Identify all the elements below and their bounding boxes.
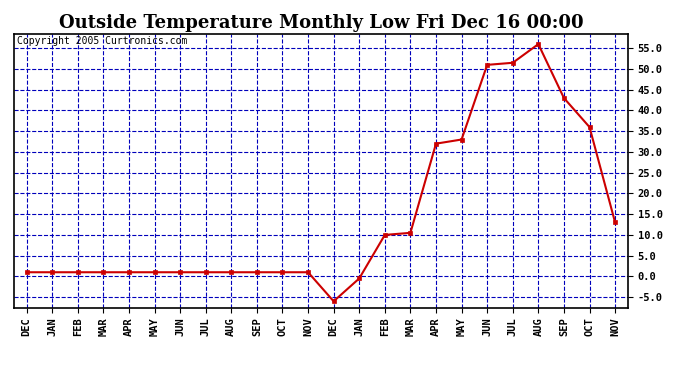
Text: Copyright 2005 Curtronics.com: Copyright 2005 Curtronics.com bbox=[17, 36, 187, 46]
Title: Outside Temperature Monthly Low Fri Dec 16 00:00: Outside Temperature Monthly Low Fri Dec … bbox=[59, 14, 583, 32]
